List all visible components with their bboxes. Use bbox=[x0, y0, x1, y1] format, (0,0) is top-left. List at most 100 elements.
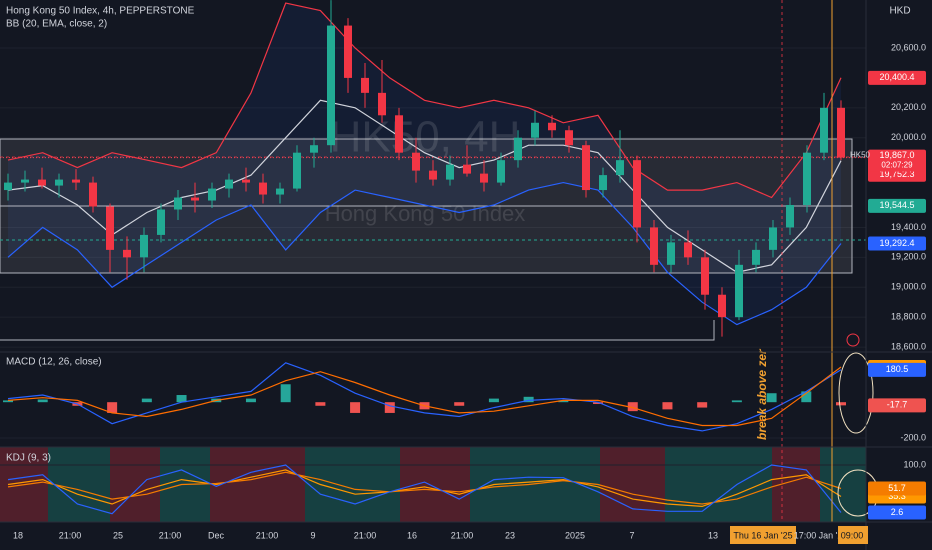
price-tag-label: 19,752.3 bbox=[879, 169, 914, 179]
histogram-bar bbox=[454, 402, 465, 406]
price-tag bbox=[868, 236, 926, 251]
zone-box bbox=[0, 138, 853, 207]
candle-body bbox=[429, 170, 437, 180]
histogram-bar bbox=[107, 402, 118, 413]
candle-body bbox=[786, 205, 794, 228]
currency: HKD bbox=[889, 6, 910, 17]
histogram-bar bbox=[801, 391, 812, 403]
candle-body bbox=[497, 160, 505, 183]
x-tick-label: 21:00 bbox=[256, 530, 279, 540]
regime-band bbox=[210, 447, 305, 522]
x-tick-label: 09:00 bbox=[841, 530, 864, 540]
candle-body bbox=[412, 152, 420, 171]
candle-body bbox=[803, 152, 811, 206]
candle-body bbox=[582, 145, 590, 191]
histogram-bar bbox=[315, 402, 326, 406]
candle-body bbox=[752, 249, 760, 265]
x-tick-label: 23 bbox=[505, 530, 515, 540]
x-tick-label: 17:00 bbox=[794, 530, 817, 540]
histogram-bar bbox=[523, 396, 534, 403]
histogram-bar bbox=[627, 402, 638, 412]
candle-body bbox=[4, 182, 12, 191]
x-tick-label: 21:00 bbox=[354, 530, 377, 540]
kdj-line bbox=[7, 469, 842, 508]
histogram-bar bbox=[3, 400, 13, 403]
candle-body bbox=[667, 242, 675, 265]
price-tag bbox=[868, 505, 926, 520]
price-tag-label: 20,400.4 bbox=[879, 72, 914, 82]
candle-body bbox=[344, 25, 352, 78]
candle-body bbox=[735, 264, 743, 318]
range-line bbox=[0, 320, 715, 341]
y-tick-label: 19,000.0 bbox=[891, 282, 926, 292]
candle-body bbox=[531, 122, 539, 138]
y-tick-label: 20,000.0 bbox=[891, 132, 926, 142]
candle-body bbox=[276, 188, 284, 195]
histogram-bar bbox=[593, 402, 604, 404]
band-line bbox=[7, 181, 842, 326]
indicator-label: BB (20, EMA, close, 2) bbox=[6, 19, 107, 30]
regime-band bbox=[48, 447, 110, 522]
x-tick-label: 2025 bbox=[565, 530, 585, 540]
band-line bbox=[7, 99, 842, 273]
x-tick-label: 21:00 bbox=[159, 530, 182, 540]
y-tick-label: 18,800.0 bbox=[891, 312, 926, 322]
candle-body bbox=[310, 145, 318, 153]
macd-line bbox=[7, 362, 842, 432]
price-tag-label: 51.7 bbox=[888, 483, 906, 493]
price-tag bbox=[868, 362, 926, 377]
layer: 20,600.0 20,200.0 20,000.0 19,400.0 19,200.0… bbox=[13, 42, 926, 544]
y-tick-label: 19,400.0 bbox=[891, 222, 926, 232]
last-price-label: 19,867.0 bbox=[879, 150, 914, 160]
histogram-bar bbox=[558, 400, 569, 403]
histogram-bar bbox=[176, 395, 187, 403]
histogram-bar bbox=[37, 399, 48, 403]
x-tick-label: 9 bbox=[310, 530, 315, 540]
histogram-bar bbox=[836, 402, 846, 406]
x-tick-label: 21:00 bbox=[59, 530, 82, 540]
layer bbox=[3, 0, 846, 515]
candle-body bbox=[684, 242, 692, 258]
histogram-bar bbox=[488, 398, 499, 403]
candle-body bbox=[378, 92, 386, 116]
y-tick-label: 100.0 bbox=[903, 459, 926, 469]
candle-body bbox=[701, 257, 709, 295]
candle-body bbox=[293, 152, 301, 189]
price-tag-label: 2.6 bbox=[891, 507, 904, 517]
x-tag bbox=[730, 526, 796, 544]
layer bbox=[0, 3, 866, 522]
y-tick-label: 20,200.0 bbox=[891, 102, 926, 112]
alert-icon[interactable] bbox=[846, 333, 860, 347]
candle-body bbox=[548, 122, 556, 131]
regime-band bbox=[665, 447, 772, 522]
candle-body bbox=[769, 227, 777, 250]
histogram-bar bbox=[731, 400, 742, 403]
candle-body bbox=[599, 175, 607, 191]
y-tick-label: 19,200.0 bbox=[891, 252, 926, 262]
candle-body bbox=[140, 234, 148, 258]
candle-body bbox=[327, 25, 335, 146]
candle-body bbox=[208, 188, 216, 201]
band-fill bbox=[8, 3, 841, 325]
candle-body bbox=[242, 179, 250, 183]
candle-body bbox=[633, 160, 641, 228]
macd-line bbox=[7, 366, 842, 427]
band-line bbox=[7, 2, 842, 199]
price-tag-label: 180.5 bbox=[886, 364, 909, 374]
x-tag bbox=[838, 526, 868, 544]
kdj-line bbox=[7, 464, 842, 515]
candle-body bbox=[38, 179, 46, 186]
x-tick-label: 25 bbox=[113, 530, 123, 540]
indicator-label: MACD (12, 26, close) bbox=[6, 357, 102, 368]
candle-body bbox=[616, 160, 624, 176]
candle-body bbox=[395, 115, 403, 153]
candle-body bbox=[361, 77, 369, 93]
countdown: 02:07:29 bbox=[881, 161, 913, 170]
candle-body bbox=[820, 107, 828, 153]
x-tick-label: Thu 16 Jan '25 bbox=[733, 530, 792, 540]
indicator-label: KDJ (9, 3) bbox=[6, 453, 51, 464]
candle-body bbox=[650, 227, 658, 265]
price-tag bbox=[868, 198, 926, 213]
histogram-bar bbox=[245, 398, 256, 403]
